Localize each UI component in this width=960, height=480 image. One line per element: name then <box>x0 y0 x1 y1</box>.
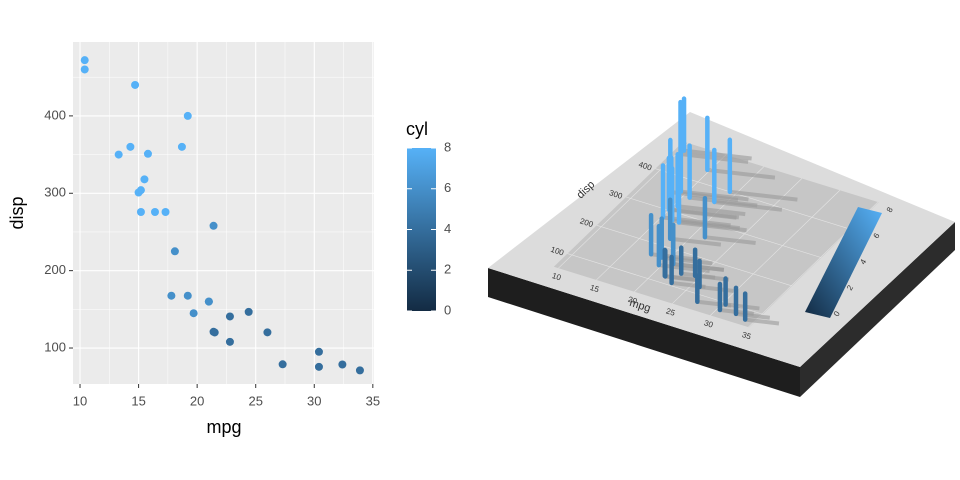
point <box>209 221 218 230</box>
shadow <box>669 236 722 247</box>
point <box>177 142 186 151</box>
point <box>80 65 89 74</box>
board-side <box>488 268 800 397</box>
x-tick-label: 10 <box>551 271 563 282</box>
x-tick-label: 20 <box>190 393 204 408</box>
point <box>114 150 123 159</box>
shadow <box>725 302 760 311</box>
shadow <box>714 199 783 212</box>
point <box>189 309 198 318</box>
x-tick-label: 30 <box>703 318 715 329</box>
legend-label: 0 <box>444 302 451 317</box>
point <box>209 327 218 336</box>
x-tick-label: 15 <box>131 393 145 408</box>
shadow <box>704 235 756 246</box>
point <box>204 297 213 306</box>
panel <box>73 42 374 384</box>
legend-label: 8 <box>444 139 451 154</box>
shadow <box>683 148 752 161</box>
point <box>170 247 179 256</box>
y-tick-label: 400 <box>44 107 66 122</box>
x-axis-title: mpg <box>206 417 241 437</box>
point <box>80 56 89 65</box>
x-tick-label: 10 <box>73 393 87 408</box>
x-tick-label: 20 <box>627 295 639 306</box>
board-side <box>800 222 955 397</box>
x-tick-label: 15 <box>589 283 601 294</box>
y-tick-label: 300 <box>608 188 624 201</box>
legend-label: 0 <box>832 309 842 318</box>
point <box>140 175 149 184</box>
point <box>131 80 140 89</box>
x-tick-label: 35 <box>366 393 380 408</box>
grid-line <box>558 142 689 269</box>
legend-label: 6 <box>444 180 451 195</box>
x-tick-label: 35 <box>741 330 753 341</box>
y-axis-title: disp <box>7 196 27 229</box>
y-tick-label: 200 <box>579 217 595 230</box>
legend-label: 4 <box>444 221 451 236</box>
legend-label: 4 <box>858 257 868 266</box>
point <box>355 366 364 375</box>
point <box>161 207 170 216</box>
shadow <box>678 220 747 233</box>
x-tick-label: 25 <box>248 393 262 408</box>
panel-3d <box>553 141 879 328</box>
legend-title: cyl <box>406 119 428 139</box>
y-tick-label: 200 <box>44 262 66 277</box>
grid-line <box>634 166 765 292</box>
colorbar-3d <box>805 207 882 318</box>
point <box>143 149 152 158</box>
legend-label: 8 <box>885 205 895 214</box>
shadow <box>707 167 776 180</box>
point <box>338 360 347 369</box>
y-tick-label: 100 <box>549 245 565 258</box>
point <box>136 207 145 216</box>
legend-label: 2 <box>444 262 451 277</box>
point <box>225 312 234 321</box>
shadow <box>744 317 780 326</box>
point <box>225 337 234 346</box>
y-tick-label: 400 <box>637 160 653 173</box>
point <box>314 362 323 371</box>
point <box>244 307 253 316</box>
y-tick-label: 100 <box>44 339 66 354</box>
shadow <box>735 311 771 320</box>
point <box>150 207 159 216</box>
x-tick-label: 25 <box>665 307 677 318</box>
point <box>183 291 192 300</box>
grid-line <box>710 190 841 316</box>
point <box>126 142 135 151</box>
point <box>263 328 272 337</box>
point <box>134 188 143 197</box>
point <box>167 291 176 300</box>
point <box>183 111 192 120</box>
x-tick-label: 30 <box>307 393 321 408</box>
shadow <box>677 204 746 217</box>
legend-label: 6 <box>872 231 882 240</box>
legend-label: 2 <box>845 283 855 292</box>
point <box>314 347 323 356</box>
y-tick-label: 300 <box>44 185 66 200</box>
shadow <box>729 189 798 202</box>
point <box>278 360 287 369</box>
